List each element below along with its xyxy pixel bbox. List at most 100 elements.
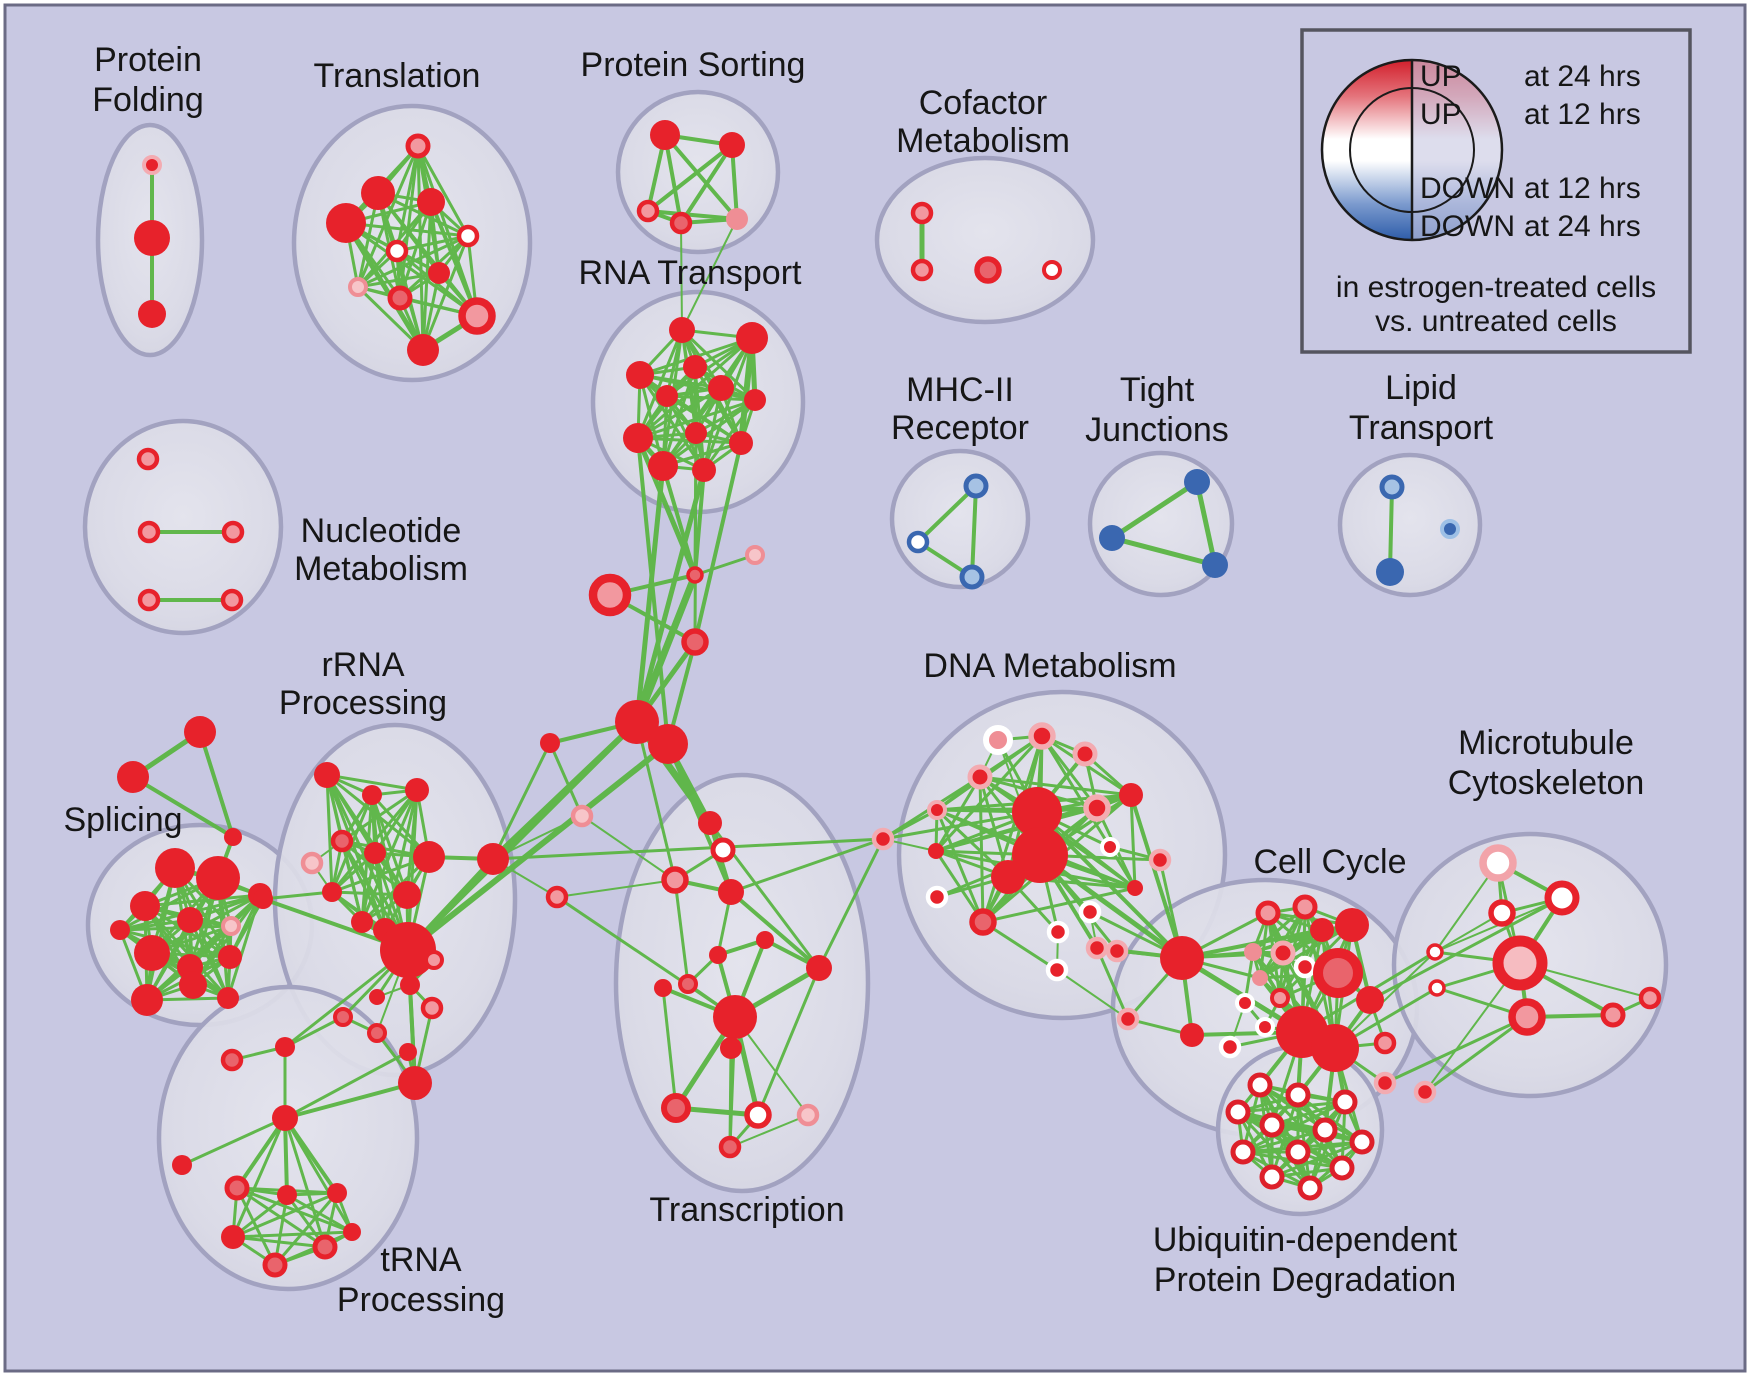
network-node xyxy=(1116,1007,1140,1031)
network-edge xyxy=(429,200,479,318)
network-node xyxy=(1105,939,1129,963)
legend-faded-half xyxy=(1412,60,1502,240)
network-node xyxy=(1247,1072,1273,1098)
network-node xyxy=(1127,880,1143,896)
cluster-bubble-cofactor-metabolism xyxy=(874,155,1096,325)
network-node xyxy=(713,995,757,1039)
network-node xyxy=(361,176,395,210)
network-edge xyxy=(665,394,757,402)
network-edge xyxy=(340,839,409,897)
cluster-bubble-mhc-ii-receptor xyxy=(889,448,1031,590)
network-node xyxy=(184,716,216,748)
network-node xyxy=(588,573,632,617)
network-node xyxy=(681,628,709,656)
network-edge xyxy=(729,890,821,970)
network-edge xyxy=(405,741,671,953)
network-node xyxy=(1335,908,1369,942)
network-node xyxy=(179,971,207,999)
network-node xyxy=(1270,988,1290,1008)
network-edge xyxy=(680,328,757,402)
network-node xyxy=(648,724,688,764)
network-edge xyxy=(978,775,1133,797)
network-edge xyxy=(180,1116,287,1167)
network-node xyxy=(698,811,722,835)
network-node xyxy=(906,530,930,554)
network-edge xyxy=(356,234,470,289)
network-node xyxy=(719,132,745,158)
network-node xyxy=(277,1185,297,1205)
network-edge xyxy=(231,1116,287,1239)
network-edge xyxy=(934,775,982,853)
network-edge xyxy=(325,773,419,792)
cluster-label-mhc-ii-receptor: MHC-II xyxy=(906,371,1014,409)
network-edge xyxy=(416,144,470,238)
network-node xyxy=(217,987,239,1009)
network-node xyxy=(220,1048,244,1072)
network-edge xyxy=(1129,793,1137,890)
network-node xyxy=(928,843,944,859)
network-node xyxy=(327,1183,347,1203)
network-node xyxy=(1285,1139,1311,1165)
network-node xyxy=(692,458,716,482)
cluster-label-transcription: Transcription xyxy=(649,1191,844,1229)
network-node xyxy=(615,700,659,744)
network-edge xyxy=(344,221,425,352)
network-edge xyxy=(273,1191,339,1267)
network-node xyxy=(1078,900,1102,924)
cluster-label-translation: Translation xyxy=(314,57,481,95)
network-edge xyxy=(679,143,734,225)
network-edge xyxy=(646,143,734,213)
network-node xyxy=(963,473,989,499)
network-node xyxy=(1028,722,1056,750)
network-node xyxy=(1083,794,1111,822)
network-node xyxy=(736,322,768,354)
network-node xyxy=(1312,1117,1338,1143)
network-node xyxy=(744,1101,772,1129)
network-edge xyxy=(1056,969,1129,1020)
network-node xyxy=(636,199,660,223)
network-edge xyxy=(638,373,706,472)
legend-time-label: at 24 hrs xyxy=(1524,60,1641,93)
cluster-label-dna-metabolism: DNA Metabolism xyxy=(923,647,1176,685)
network-node xyxy=(1148,848,1172,872)
network-edge xyxy=(935,808,985,924)
network-edge xyxy=(702,398,757,472)
network-node xyxy=(983,725,1013,755)
network-edge xyxy=(635,435,698,578)
network-edge xyxy=(492,815,583,860)
network-node xyxy=(648,451,678,481)
cluster-label-rrna-processing: rRNA xyxy=(321,646,404,684)
network-edge xyxy=(1423,1015,1529,1094)
network-edge xyxy=(283,1050,410,1120)
network-edge xyxy=(680,222,683,331)
legend-direction-label: DOWN xyxy=(1420,172,1515,205)
network-node xyxy=(330,829,354,853)
network-node xyxy=(364,842,386,864)
network-node xyxy=(1012,827,1068,883)
network-edge xyxy=(373,851,387,932)
network-node xyxy=(871,827,895,851)
network-node xyxy=(1313,948,1363,998)
network-node xyxy=(1119,783,1143,807)
network-edge xyxy=(636,328,684,440)
network-node xyxy=(1230,1139,1256,1165)
legend-direction-label: UP xyxy=(1420,60,1462,93)
network-node xyxy=(177,907,203,933)
network-edge xyxy=(226,893,262,1000)
legend-footer-text: vs. untreated cells xyxy=(1375,305,1617,338)
network-edge xyxy=(729,837,885,894)
network-node xyxy=(1508,998,1546,1036)
network-edge xyxy=(981,886,1137,924)
network-node xyxy=(1252,970,1268,986)
network-node xyxy=(343,1223,361,1241)
network-node xyxy=(745,545,765,565)
network-edge xyxy=(1241,1128,1327,1154)
network-node xyxy=(1292,894,1318,920)
network-node xyxy=(385,239,409,263)
network-node xyxy=(718,879,744,905)
node-layer xyxy=(110,120,1662,1278)
network-edge xyxy=(636,436,670,746)
network-node xyxy=(1046,920,1070,944)
network-node xyxy=(540,733,560,753)
